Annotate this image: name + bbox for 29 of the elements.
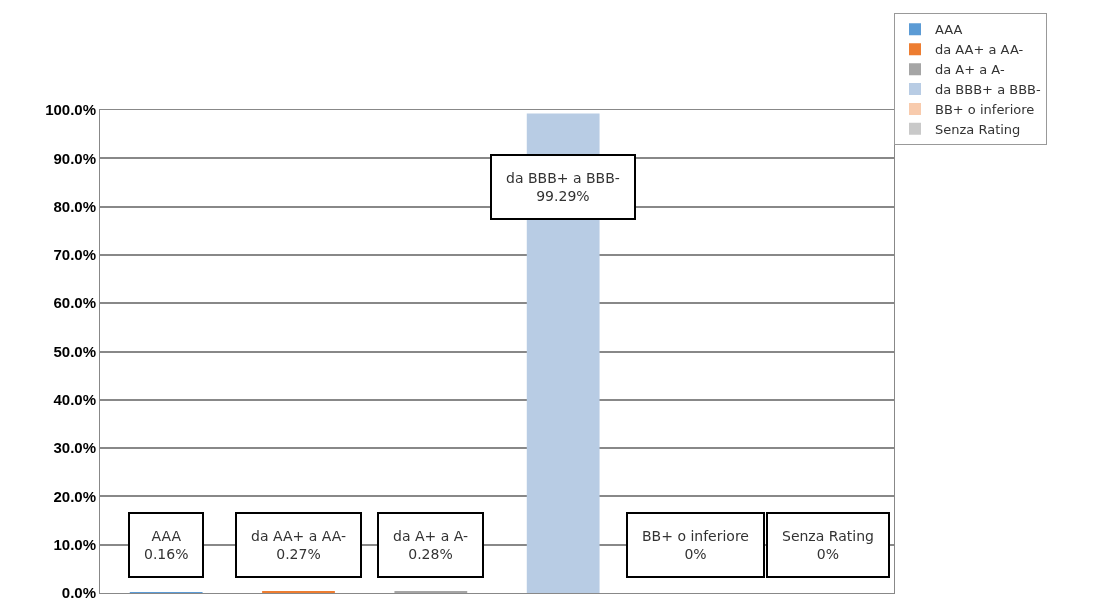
legend-label: BB+ o inferiore [935,102,1035,118]
text: da A+ a A- [393,528,469,544]
legend-label: AAA [935,22,963,38]
data-label: 99.29% [536,188,590,205]
y-tick-label: 50.0% [53,342,96,360]
y-tick-label: 30.0% [53,439,96,457]
legend-label: da A+ a A- [935,62,1005,78]
text: da AA+ a AA- [251,528,346,544]
y-tick-label: 40.0% [53,391,96,409]
y-tick-label: 100.0% [45,101,96,119]
legend-label: da AA+ a AA- [935,42,1024,58]
data-label: 0.16% [144,546,189,563]
y-tick-label: 90.0% [53,149,96,167]
legend-label: Senza Rating [935,121,1021,137]
y-tick-label: 10.0% [53,535,96,553]
data-label: 0% [816,546,840,563]
text: Senza Rating [782,528,874,544]
y-tick-label: 60.0% [53,294,96,312]
y-tick-label: 70.0% [53,246,96,264]
text: da BBB+ a BBB- [506,170,620,186]
text: BB+ o inferiore [642,528,749,544]
y-tick-label: 20.0% [53,487,96,505]
text: AAA [151,528,181,544]
data-label: 0% [684,546,707,563]
data-label: 0.28% [408,546,453,563]
legend-label: da BBB+ a BBB- [935,82,1041,98]
y-tick-label: 80.0% [53,197,96,215]
y-tick-label: 0.0% [61,584,96,602]
data-label: 0.27% [276,546,321,563]
